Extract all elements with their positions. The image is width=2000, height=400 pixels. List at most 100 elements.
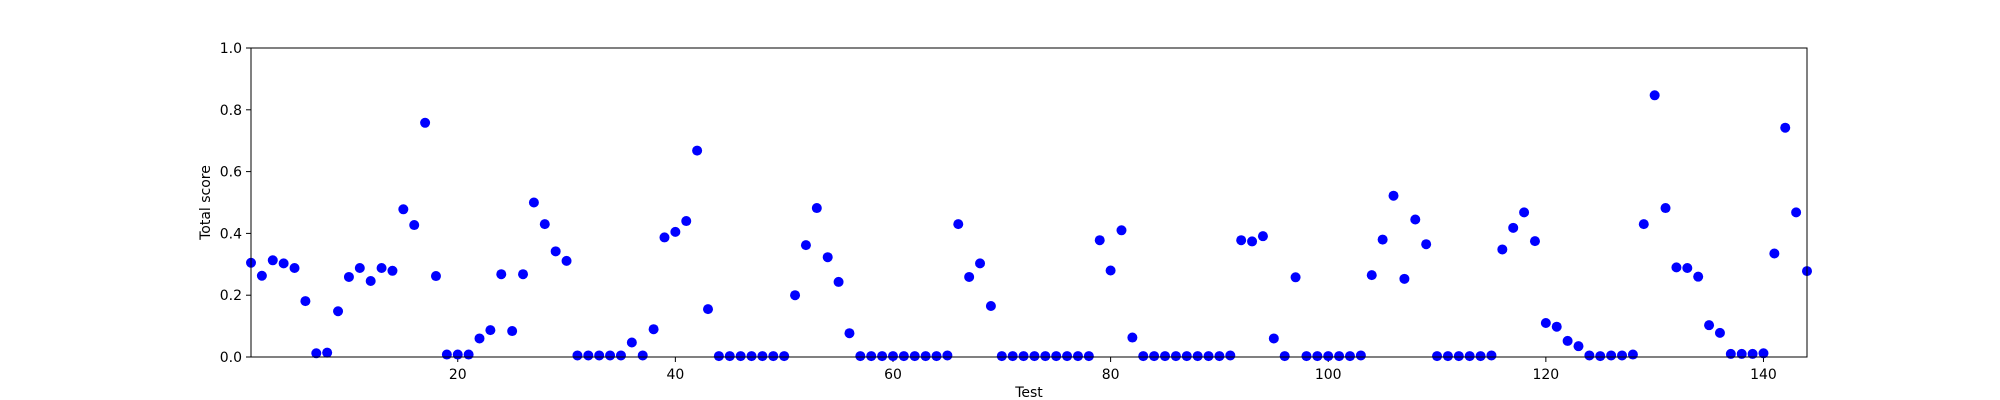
data-point <box>605 350 616 361</box>
data-point <box>387 265 398 276</box>
data-point <box>822 252 833 263</box>
data-point <box>311 348 322 359</box>
data-point <box>1344 351 1355 362</box>
data-point <box>518 269 529 280</box>
x-tick-label: 40 <box>666 367 684 383</box>
data-point <box>365 275 376 286</box>
data-point <box>1508 222 1519 233</box>
data-point <box>1758 348 1769 359</box>
data-point <box>1617 350 1628 361</box>
data-point <box>1083 351 1094 362</box>
data-point <box>1149 351 1160 362</box>
data-point <box>507 326 518 337</box>
data-point <box>1410 214 1421 225</box>
data-point <box>1290 272 1301 283</box>
data-point <box>1736 348 1747 359</box>
data-point <box>1355 350 1366 361</box>
data-point <box>877 351 888 362</box>
y-tick-label: 0.2 <box>220 288 242 304</box>
data-point <box>256 270 267 281</box>
data-point <box>811 203 822 214</box>
x-tick-label: 60 <box>884 367 902 383</box>
data-point <box>1279 351 1290 362</box>
data-point <box>1682 263 1693 274</box>
data-point <box>931 351 942 362</box>
data-point <box>735 351 746 362</box>
y-tick-label: 0.4 <box>220 226 242 242</box>
data-point <box>713 351 724 362</box>
data-point <box>855 351 866 362</box>
data-point <box>343 271 354 282</box>
x-tick-label: 80 <box>1102 367 1120 383</box>
data-point <box>1062 351 1073 362</box>
data-point <box>1116 225 1127 236</box>
data-point <box>1453 351 1464 362</box>
data-point <box>1203 351 1214 362</box>
data-point <box>463 349 474 360</box>
data-point <box>1573 341 1584 352</box>
data-point <box>1584 350 1595 361</box>
data-point <box>1497 244 1508 255</box>
data-point <box>1421 239 1432 250</box>
data-point <box>757 351 768 362</box>
data-point <box>1388 190 1399 201</box>
data-point <box>1170 351 1181 362</box>
data-point <box>996 351 1007 362</box>
data-point <box>1323 351 1334 362</box>
data-point <box>376 263 387 274</box>
data-point <box>953 219 964 230</box>
data-point <box>964 271 975 282</box>
data-point <box>409 220 420 231</box>
y-tick-label: 0.0 <box>220 350 242 366</box>
data-point <box>985 301 996 312</box>
data-point <box>866 351 877 362</box>
data-point <box>1562 335 1573 346</box>
data-point <box>1671 262 1682 273</box>
data-point <box>1725 348 1736 359</box>
axis-ticks: 20 40 60 80 100 120 140 0.0 0.2 0.4 0.6 0.8 1.0 <box>220 41 1777 383</box>
data-point <box>1747 348 1758 359</box>
data-point <box>561 255 572 266</box>
data-point <box>1072 351 1083 362</box>
data-point <box>1138 351 1149 362</box>
data-point <box>1769 248 1780 259</box>
data-point <box>583 350 594 361</box>
data-point <box>1464 351 1475 362</box>
data-point <box>626 337 637 348</box>
data-point <box>909 351 920 362</box>
data-point <box>496 269 507 280</box>
data-point <box>1127 332 1138 343</box>
data-point <box>1181 351 1192 362</box>
data-point <box>942 350 953 361</box>
data-point <box>528 197 539 208</box>
data-point <box>1606 350 1617 361</box>
y-tick-label: 1.0 <box>220 41 242 57</box>
data-point <box>1660 203 1671 214</box>
data-point <box>1377 234 1388 245</box>
data-point <box>746 351 757 362</box>
data-point <box>1693 271 1704 282</box>
data-point <box>1018 351 1029 362</box>
data-point <box>844 328 855 339</box>
data-point <box>1268 333 1279 344</box>
data-point <box>1225 350 1236 361</box>
data-point <box>615 350 626 361</box>
data-point <box>289 263 300 274</box>
data-point <box>441 349 452 360</box>
data-point <box>1791 207 1802 218</box>
data-points <box>246 90 1812 362</box>
data-point <box>1519 207 1530 218</box>
data-point <box>452 349 463 360</box>
y-tick-label: 0.8 <box>220 103 242 119</box>
x-axis-label: Test <box>1014 385 1043 400</box>
data-point <box>300 296 311 307</box>
data-point <box>1540 318 1551 329</box>
data-point <box>278 258 289 269</box>
y-tick-label: 0.6 <box>220 165 242 181</box>
data-point <box>1432 351 1443 362</box>
data-point <box>790 290 801 301</box>
data-point <box>1236 235 1247 246</box>
data-point <box>703 304 714 315</box>
data-point <box>1040 351 1051 362</box>
